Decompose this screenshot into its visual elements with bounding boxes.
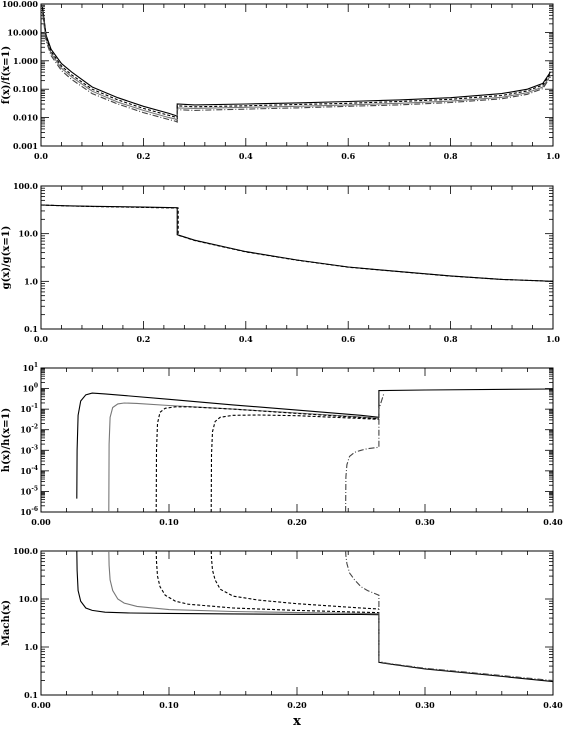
y-axis-label: f(x)/f(x=1) <box>1 46 12 104</box>
series-line-4 <box>210 551 379 610</box>
y-tick-label: 100.000 <box>2 0 39 9</box>
x-tick-label: 0.10 <box>159 517 179 527</box>
y-tick-label: 0.010 <box>13 113 38 123</box>
x-tick-label: 0.30 <box>415 517 435 527</box>
y-axis-label: h(x)/h(x=1) <box>1 408 12 472</box>
x-tick-label: 0.40 <box>543 700 563 710</box>
series-line-2 <box>108 402 379 512</box>
panel-4: 0.00 0.10 0.20 0.30 0.40 0.1 1.0 10.0 100.0 Mach(… <box>1 546 563 729</box>
series-line-3 <box>155 551 379 614</box>
y-tick-label: 10-5 <box>20 485 38 496</box>
y-tick-label: 1.000 <box>13 56 38 66</box>
series-line-1 <box>41 204 553 282</box>
x-tick-label: 0.6 <box>341 334 355 344</box>
y-tick-label: 10-2 <box>20 424 38 435</box>
x-tick-label: 0.00 <box>31 700 51 710</box>
series-line-5 <box>345 392 385 512</box>
y-tick-label: 10-1 <box>20 403 38 414</box>
x-tick-label: 0.4 <box>239 151 253 161</box>
y-tick-label: 10.000 <box>7 27 38 37</box>
x-tick-label: 1.0 <box>546 151 560 161</box>
x-tick-label: 0.2 <box>136 151 150 161</box>
y-tick-label: 0.1 <box>24 690 38 700</box>
y-tick-label: 0.100 <box>13 84 38 94</box>
x-tick-label: 0.20 <box>287 517 307 527</box>
y-axis-label: Mach(x) <box>1 600 12 646</box>
series-line-4 <box>210 414 379 512</box>
x-tick-label: 0.6 <box>341 151 355 161</box>
y-tick-label: 10.0 <box>19 594 39 604</box>
series-line-2 <box>41 204 553 282</box>
plot-frame <box>40 3 554 147</box>
panel-2: 0.0 0.2 0.4 0.6 0.8 1.0 0.1 1.0 10.0 100.0 g(x)/g(… <box>1 181 560 344</box>
x-tick-label: 1.0 <box>546 334 560 344</box>
panel-3: 0.00 0.10 0.20 0.30 0.40 10-6 10-5 10-4 10-3 10-2… <box>1 362 563 527</box>
y-tick-label: 101 <box>23 362 38 373</box>
series-line-2 <box>108 551 379 615</box>
panel-1: 0.0 0.2 0.4 0.6 0.8 1.0 0.001 0.010 0.100 1.000 10… <box>1 0 560 161</box>
x-tick-label: 0.4 <box>239 334 253 344</box>
x-tick-label: 0.8 <box>444 334 458 344</box>
x-tick-label: 0.8 <box>444 151 458 161</box>
y-tick-label: 0.001 <box>13 141 38 151</box>
y-tick-label: 1.0 <box>24 276 38 286</box>
x-tick-label: 0.0 <box>34 151 48 161</box>
y-axis-label: g(x)/g(x=1) <box>1 226 12 290</box>
y-tick-label: 100.0 <box>13 181 38 191</box>
y-tick-label: 0.1 <box>24 324 38 334</box>
y-tick-label: 10-4 <box>20 465 38 476</box>
series-line-5 <box>345 551 553 682</box>
x-tick-label: 0.30 <box>415 700 435 710</box>
series-line-4 <box>41 12 551 123</box>
y-tick-label: 10-6 <box>20 506 38 517</box>
x-tick-label: 0.20 <box>287 700 307 710</box>
y-tick-label: 10-3 <box>20 444 38 455</box>
series-line-1 <box>76 388 553 499</box>
y-tick-label: 100 <box>23 383 38 394</box>
series-line-1 <box>76 551 553 683</box>
series-line-3 <box>41 8 551 120</box>
y-tick-label: 1.0 <box>24 642 38 652</box>
x-tick-label: 0.2 <box>136 334 150 344</box>
plot-frame <box>40 185 554 330</box>
x-tick-label: 0.0 <box>34 334 48 344</box>
x-axis-label: x <box>293 714 301 729</box>
series-line-3 <box>155 406 379 512</box>
x-tick-label: 0.40 <box>543 517 563 527</box>
y-tick-label: 100.0 <box>13 546 38 556</box>
x-tick-label: 0.10 <box>159 700 179 710</box>
series-line-1 <box>41 6 551 118</box>
y-tick-label: 10.0 <box>19 229 39 239</box>
x-tick-label: 0.00 <box>31 517 51 527</box>
